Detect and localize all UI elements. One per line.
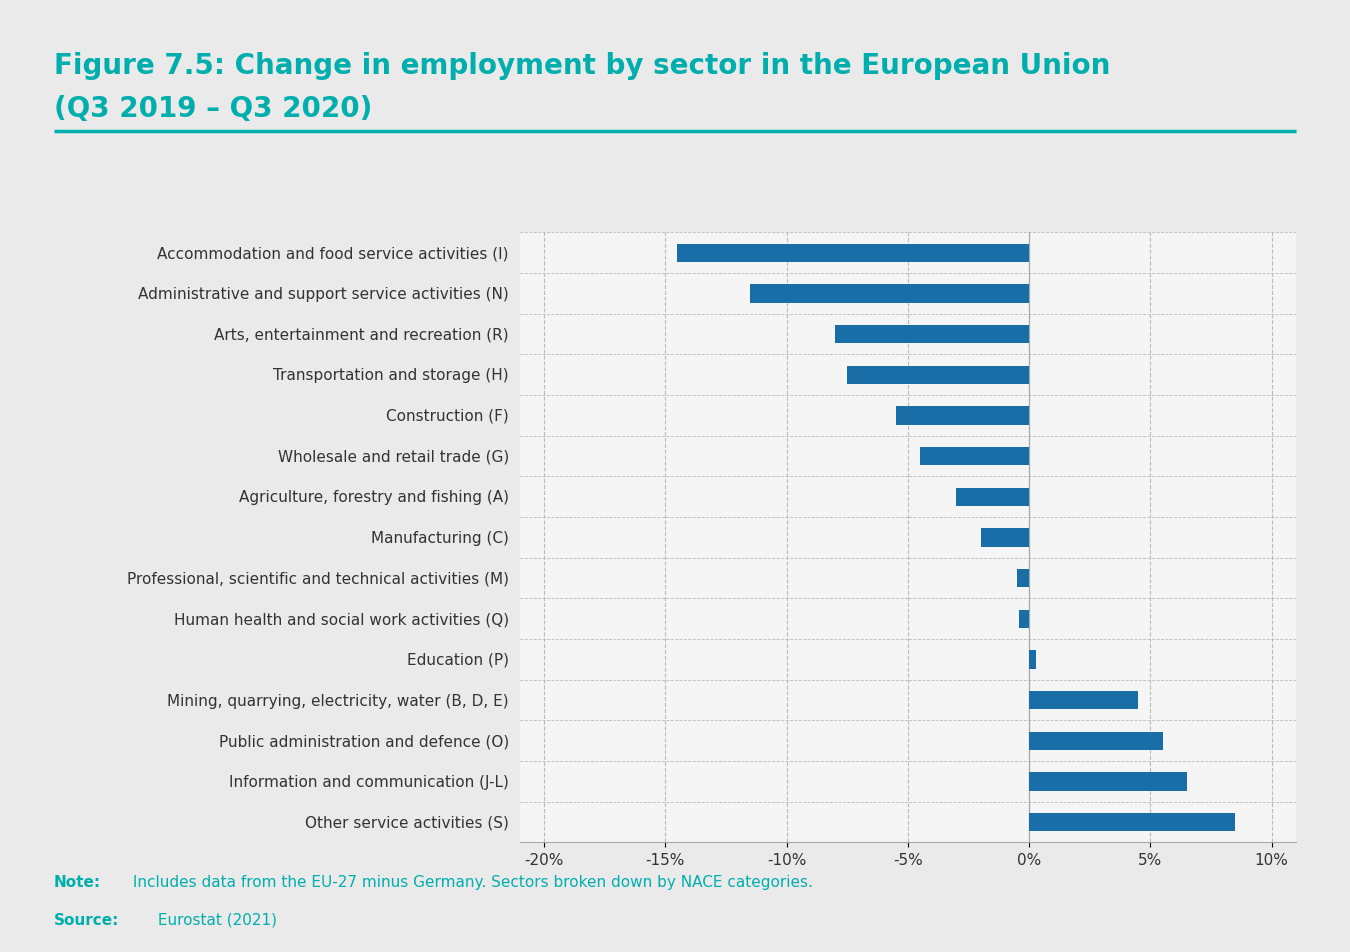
Text: Note:: Note:	[54, 874, 101, 889]
Bar	[836, 326, 1029, 344]
Text: Other service activities (S): Other service activities (S)	[305, 815, 509, 830]
Text: Manufacturing (C): Manufacturing (C)	[371, 530, 509, 545]
Text: Eurostat (2021): Eurostat (2021)	[153, 912, 277, 927]
Text: Education (P): Education (P)	[406, 652, 509, 667]
Text: Includes data from the EU-27 minus Germany. Sectors broken down by NACE categori: Includes data from the EU-27 minus Germa…	[128, 874, 813, 889]
Bar	[1017, 569, 1029, 587]
Text: Administrative and support service activities (N): Administrative and support service activ…	[138, 287, 509, 302]
Text: Figure 7.5: Change in employment by sector in the European Union: Figure 7.5: Change in employment by sect…	[54, 52, 1110, 80]
Text: Transportation and storage (H): Transportation and storage (H)	[273, 367, 509, 383]
Text: Arts, entertainment and recreation (R): Arts, entertainment and recreation (R)	[215, 327, 509, 343]
Bar	[1019, 610, 1029, 628]
Text: (Q3 2019 – Q3 2020): (Q3 2019 – Q3 2020)	[54, 95, 373, 123]
Text: Accommodation and food service activities (I): Accommodation and food service activitie…	[158, 246, 509, 261]
Bar	[1029, 813, 1235, 831]
Text: Human health and social work activities (Q): Human health and social work activities …	[174, 611, 509, 626]
Bar	[1029, 691, 1138, 709]
Bar	[1029, 772, 1187, 791]
Bar	[956, 488, 1029, 506]
Text: Construction (F): Construction (F)	[386, 408, 509, 424]
Bar	[751, 285, 1029, 304]
Text: Agriculture, forestry and fishing (A): Agriculture, forestry and fishing (A)	[239, 489, 509, 505]
Bar	[1029, 732, 1162, 750]
Text: Professional, scientific and technical activities (M): Professional, scientific and technical a…	[127, 571, 509, 586]
Text: Wholesale and retail trade (G): Wholesale and retail trade (G)	[278, 449, 509, 465]
Bar	[848, 367, 1029, 385]
Text: Information and communication (J-L): Information and communication (J-L)	[230, 774, 509, 789]
Text: Source:: Source:	[54, 912, 119, 927]
Bar	[980, 528, 1029, 547]
Text: Public administration and defence (O): Public administration and defence (O)	[219, 733, 509, 748]
Text: Mining, quarrying, electricity, water (B, D, E): Mining, quarrying, electricity, water (B…	[167, 693, 509, 708]
Bar	[678, 245, 1029, 263]
Bar	[919, 447, 1029, 466]
Bar	[1029, 650, 1037, 669]
Bar	[896, 407, 1029, 426]
